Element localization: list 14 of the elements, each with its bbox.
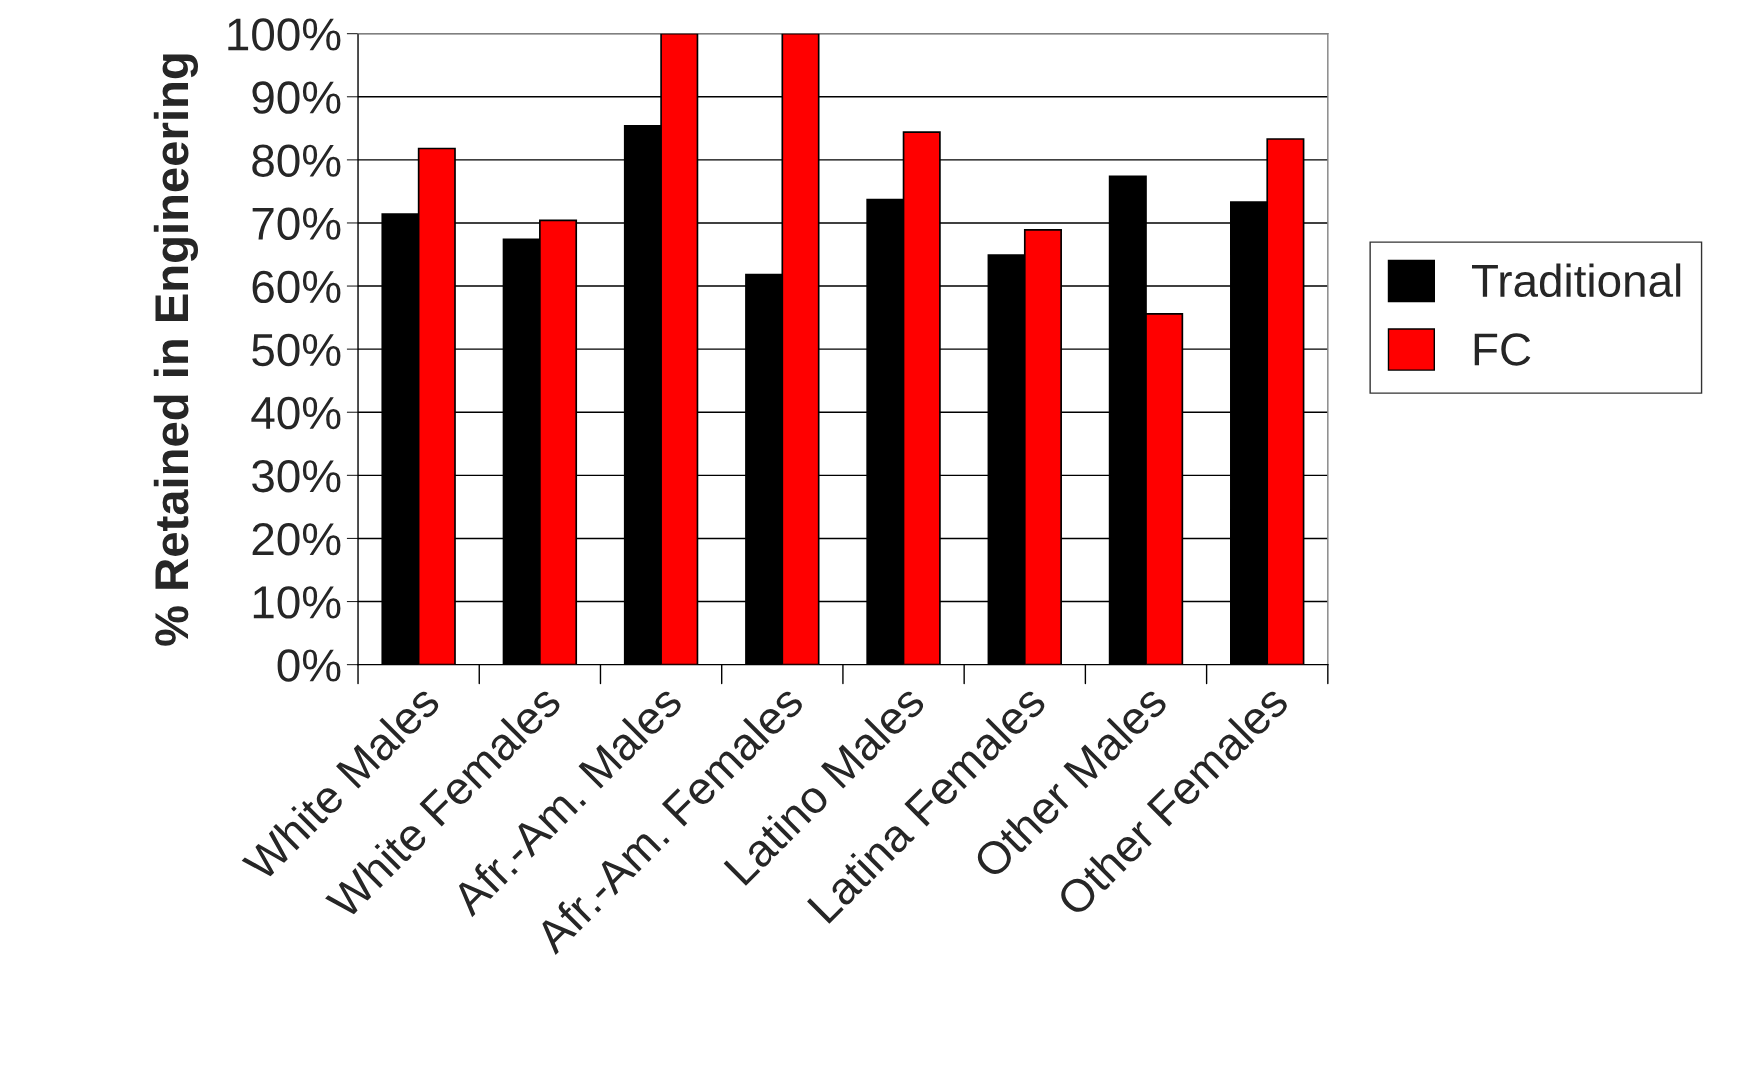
y-tick-label: 80% bbox=[252, 144, 341, 177]
legend-label: Traditional bbox=[1472, 263, 1681, 298]
y-tick-label: 0% bbox=[277, 649, 341, 682]
y-tick-label: 100% bbox=[228, 18, 341, 51]
y-tick-label: 10% bbox=[253, 586, 341, 619]
y-tick-label: 90% bbox=[252, 81, 341, 114]
y-tick-label: 30% bbox=[252, 459, 341, 493]
y-tick-label: 50% bbox=[252, 333, 341, 367]
y-tick-label: 20% bbox=[252, 523, 341, 556]
y-tick-label: 60% bbox=[252, 270, 341, 304]
y-tick-label: 70% bbox=[252, 207, 341, 241]
y-axis-title: % Retained in Engineering bbox=[153, 54, 199, 646]
legend-label: FC bbox=[1474, 333, 1531, 366]
y-tick-label: 40% bbox=[251, 396, 341, 430]
